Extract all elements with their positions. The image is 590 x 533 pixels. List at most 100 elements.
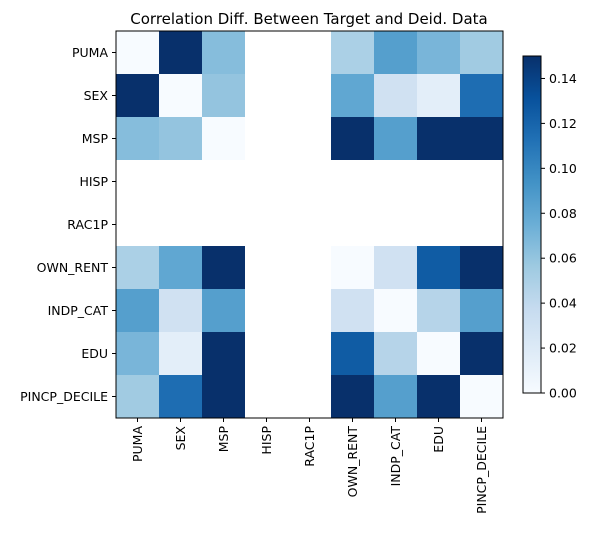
heatmap-cell	[116, 160, 160, 204]
colorbar: 0.00 0.02 0.04 0.06 0.08 0.10 0.12 0.14	[522, 55, 577, 401]
heatmap-cell	[417, 74, 461, 118]
heatmap-cell	[417, 246, 461, 290]
heatmap-cell	[202, 117, 246, 161]
y-tick-label: PINCP_DECILE	[20, 389, 108, 404]
x-tick-label: EDU	[431, 426, 446, 453]
heatmap-cell	[331, 74, 375, 118]
x-tick-label: RAC1P	[302, 426, 317, 467]
colorbar-tick-label: 0.02	[549, 341, 577, 356]
heatmap-cell	[245, 160, 289, 204]
heatmap-cell	[245, 117, 289, 161]
heatmap-cell	[116, 74, 160, 118]
heatmap-cell	[417, 375, 461, 419]
heatmap-cell	[245, 332, 289, 376]
colorbar-tick-label: 0.00	[549, 386, 577, 401]
heatmap-cell	[331, 160, 375, 204]
colorbar-tick-label: 0.08	[549, 206, 577, 221]
x-tick-label: PUMA	[130, 426, 145, 462]
heatmap-cell	[288, 74, 332, 118]
heatmap-cell	[331, 203, 375, 247]
heatmap-cell	[460, 31, 504, 75]
colorbar-tick-label: 0.12	[549, 116, 577, 131]
heatmap-cell	[116, 203, 160, 247]
heatmap-cell	[331, 289, 375, 333]
colorbar-gradient	[522, 55, 542, 394]
heatmap-cell	[159, 375, 203, 419]
heatmap-cell	[159, 74, 203, 118]
x-tick-label: INDP_CAT	[388, 426, 403, 487]
heatmap-cell	[374, 117, 418, 161]
colorbar-tick-label: 0.04	[549, 296, 577, 311]
heatmap-cell	[159, 31, 203, 75]
heatmap-cell	[288, 375, 332, 419]
heatmap-cell	[331, 117, 375, 161]
heatmap-cell	[374, 332, 418, 376]
heatmap-cell	[202, 203, 246, 247]
y-axis-ticks: PUMA SEX MSP HISP RAC1P OWN_RENT INDP_CAT EDU PI…	[20, 45, 116, 404]
x-tick-label: OWN_RENT	[345, 426, 360, 498]
y-tick-label: PUMA	[72, 45, 108, 60]
heatmap-cell	[460, 117, 504, 161]
heatmap-cell	[288, 31, 332, 75]
heatmap-cell	[245, 31, 289, 75]
heatmap-cell	[245, 203, 289, 247]
x-axis-ticks: PUMA SEX MSP HISP RAC1P OWN_RENT INDP_CAT EDU PI…	[130, 418, 489, 514]
colorbar-tick-label: 0.14	[549, 71, 577, 86]
heatmap-cell	[288, 332, 332, 376]
heatmap-cell	[245, 74, 289, 118]
x-tick-label: SEX	[173, 426, 188, 451]
y-tick-label: HISP	[79, 174, 108, 189]
heatmap-cell	[460, 289, 504, 333]
heatmap-cell	[374, 31, 418, 75]
heatmap-cell	[374, 74, 418, 118]
heatmap-cell	[288, 289, 332, 333]
colorbar-tick-label: 0.06	[549, 251, 577, 266]
x-tick-label: PINCP_DECILE	[474, 426, 489, 514]
heatmap-cell	[417, 160, 461, 204]
heatmap-cell	[374, 375, 418, 419]
heatmap-cell	[116, 289, 160, 333]
heatmap-cell	[331, 375, 375, 419]
x-tick-label: MSP	[216, 426, 231, 453]
heatmap-cell	[417, 289, 461, 333]
heatmap-cell	[116, 375, 160, 419]
heatmap-cell	[288, 246, 332, 290]
y-tick-label: SEX	[84, 88, 109, 103]
heatmap-cell	[116, 31, 160, 75]
y-tick-label: INDP_CAT	[48, 303, 109, 318]
heatmap-cell	[417, 117, 461, 161]
heatmap-cell	[460, 375, 504, 419]
heatmap-cell	[159, 117, 203, 161]
heatmap-cell	[374, 246, 418, 290]
heatmap-cell	[116, 246, 160, 290]
heatmap-cell	[245, 375, 289, 419]
heatmap-cell	[116, 117, 160, 161]
heatmap-cell	[374, 203, 418, 247]
heatmap-cells	[116, 31, 504, 419]
heatmap-cell	[159, 203, 203, 247]
heatmap-cell	[417, 203, 461, 247]
heatmap-cell	[331, 332, 375, 376]
heatmap-cell	[245, 246, 289, 290]
y-tick-label: MSP	[82, 131, 109, 146]
heatmap-cell	[202, 289, 246, 333]
heatmap-cell	[460, 332, 504, 376]
y-tick-label: RAC1P	[67, 217, 108, 232]
heatmap-cell	[331, 246, 375, 290]
colorbar-tick-label: 0.10	[549, 161, 577, 176]
heatmap-cell	[460, 74, 504, 118]
chart-title: Correlation Diff. Between Target and Dei…	[130, 10, 487, 28]
heatmap-cell	[202, 31, 246, 75]
heatmap-cell	[288, 160, 332, 204]
heatmap-cell	[159, 332, 203, 376]
heatmap-cell	[331, 31, 375, 75]
heatmap-cell	[159, 160, 203, 204]
heatmap-cell	[202, 375, 246, 419]
heatmap-cell	[417, 31, 461, 75]
heatmap-cell	[159, 246, 203, 290]
heatmap-cell	[417, 332, 461, 376]
heatmap-cell	[202, 246, 246, 290]
heatmap-cell	[202, 160, 246, 204]
y-tick-label: OWN_RENT	[37, 260, 109, 275]
heatmap-cell	[245, 289, 289, 333]
